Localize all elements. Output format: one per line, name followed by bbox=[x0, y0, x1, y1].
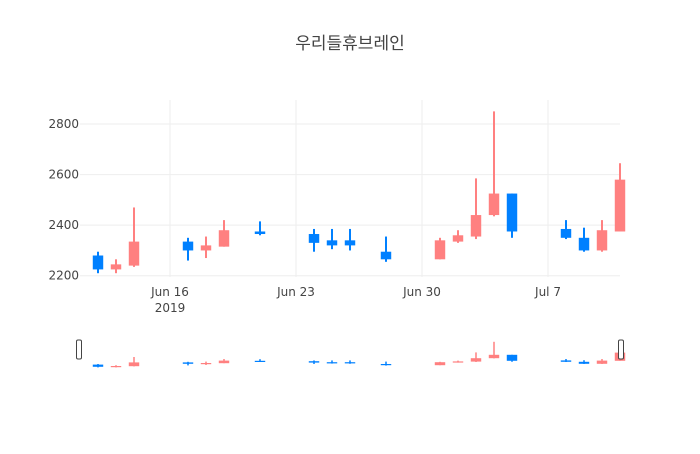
slider-candle-body bbox=[218, 360, 230, 364]
x-tick-label: Jun 16 bbox=[150, 285, 189, 299]
candle-body bbox=[128, 241, 140, 266]
x-tick-label: Jun 30 bbox=[402, 285, 441, 299]
slider-candle-body bbox=[326, 362, 338, 364]
grid-layer bbox=[80, 100, 620, 277]
y-tick-label: 2600 bbox=[48, 168, 79, 182]
candle-body bbox=[560, 228, 572, 238]
chart-title: 우리들휴브레인 bbox=[295, 34, 404, 54]
slider-candle-body bbox=[560, 360, 572, 362]
slider-candle-body bbox=[110, 366, 122, 368]
candle-body bbox=[344, 240, 356, 246]
candle-increasing[interactable] bbox=[596, 220, 608, 252]
range-slider-right-handle[interactable] bbox=[618, 339, 624, 360]
candle-increasing[interactable] bbox=[128, 207, 140, 267]
slider-candle-body bbox=[344, 362, 356, 364]
candle-increasing[interactable] bbox=[110, 259, 122, 274]
candle-body bbox=[434, 240, 446, 260]
slider-candle bbox=[506, 354, 518, 362]
slider-candle-body bbox=[200, 363, 212, 365]
y-tick-label: 2800 bbox=[48, 117, 79, 131]
slider-candle bbox=[344, 360, 356, 364]
candle-decreasing[interactable] bbox=[308, 228, 320, 252]
x-tick-label: Jun 23 bbox=[276, 285, 315, 299]
slider-candle bbox=[578, 360, 590, 364]
candle-increasing[interactable] bbox=[470, 178, 482, 240]
slider-candle-body bbox=[470, 358, 482, 362]
y-tick-label: 2200 bbox=[48, 269, 79, 283]
slider-candle bbox=[110, 365, 122, 368]
candle-decreasing[interactable] bbox=[254, 221, 266, 236]
slider-candle-body bbox=[254, 360, 266, 362]
slider-candle bbox=[326, 360, 338, 364]
slider-candle-body bbox=[308, 361, 320, 363]
slider-candle-body bbox=[452, 361, 464, 363]
slider-candle bbox=[470, 352, 482, 362]
candle-body bbox=[470, 215, 482, 237]
candle-increasing[interactable] bbox=[452, 230, 464, 243]
candle-body bbox=[110, 264, 122, 270]
slider-candle-body bbox=[506, 354, 518, 361]
candle-decreasing[interactable] bbox=[560, 220, 572, 240]
candle-body bbox=[92, 255, 104, 270]
slider-candle bbox=[218, 359, 230, 364]
slider-candle-body bbox=[92, 364, 104, 367]
slider-candle-body bbox=[380, 364, 392, 366]
x-tick-label: Jul 7 bbox=[534, 285, 561, 299]
slider-candle bbox=[452, 360, 464, 363]
range-slider[interactable] bbox=[76, 339, 626, 368]
slider-candle-body bbox=[488, 354, 500, 359]
candle-body bbox=[614, 179, 626, 232]
candle-increasing[interactable] bbox=[218, 220, 230, 247]
slider-candle bbox=[200, 361, 212, 365]
range-slider-left-handle[interactable] bbox=[76, 339, 82, 360]
candle-body bbox=[488, 193, 500, 216]
candle-layer[interactable] bbox=[92, 111, 626, 274]
candle-body bbox=[326, 240, 338, 246]
candle-decreasing[interactable] bbox=[578, 227, 590, 252]
candle-decreasing[interactable] bbox=[506, 193, 518, 238]
candle-increasing[interactable] bbox=[200, 236, 212, 259]
candle-body bbox=[578, 237, 590, 251]
slider-candle bbox=[380, 361, 392, 366]
candle-body bbox=[182, 241, 194, 251]
slider-candle bbox=[254, 359, 266, 362]
candle-decreasing[interactable] bbox=[182, 237, 194, 261]
axis-layer: 2200 2400 2600 2800 Jun 16 2019 Jun 23 Jun 30 Ju… bbox=[48, 117, 561, 315]
slider-candle-body bbox=[578, 361, 590, 364]
slider-candle-body bbox=[128, 362, 140, 367]
candle-increasing[interactable] bbox=[614, 163, 626, 232]
y-tick-label: 2400 bbox=[48, 218, 79, 232]
slider-candle bbox=[560, 359, 572, 362]
candle-decreasing[interactable] bbox=[344, 228, 356, 251]
slider-candle-body bbox=[596, 360, 608, 364]
slider-candle bbox=[92, 364, 104, 368]
candle-decreasing[interactable] bbox=[380, 236, 392, 262]
slider-candle bbox=[182, 361, 194, 366]
candle-body bbox=[506, 193, 518, 232]
slider-candle bbox=[596, 359, 608, 364]
candle-body bbox=[254, 231, 266, 235]
candle-decreasing[interactable] bbox=[326, 228, 338, 250]
candle-body bbox=[596, 230, 608, 251]
slider-candle-body bbox=[434, 362, 446, 366]
slider-candle bbox=[128, 357, 140, 367]
candle-body bbox=[200, 245, 212, 251]
candle-body bbox=[380, 251, 392, 260]
candle-body bbox=[308, 234, 320, 243]
x-tick-year-label: 2019 bbox=[155, 301, 186, 315]
candle-decreasing[interactable] bbox=[92, 251, 104, 274]
slider-candle-body bbox=[182, 362, 194, 364]
slider-candle bbox=[308, 360, 320, 364]
slider-candle bbox=[434, 361, 446, 366]
candle-increasing[interactable] bbox=[434, 237, 446, 260]
candle-increasing[interactable] bbox=[488, 111, 500, 217]
slider-candle bbox=[488, 341, 500, 359]
candle-body bbox=[452, 235, 464, 242]
candle-body bbox=[218, 230, 230, 247]
